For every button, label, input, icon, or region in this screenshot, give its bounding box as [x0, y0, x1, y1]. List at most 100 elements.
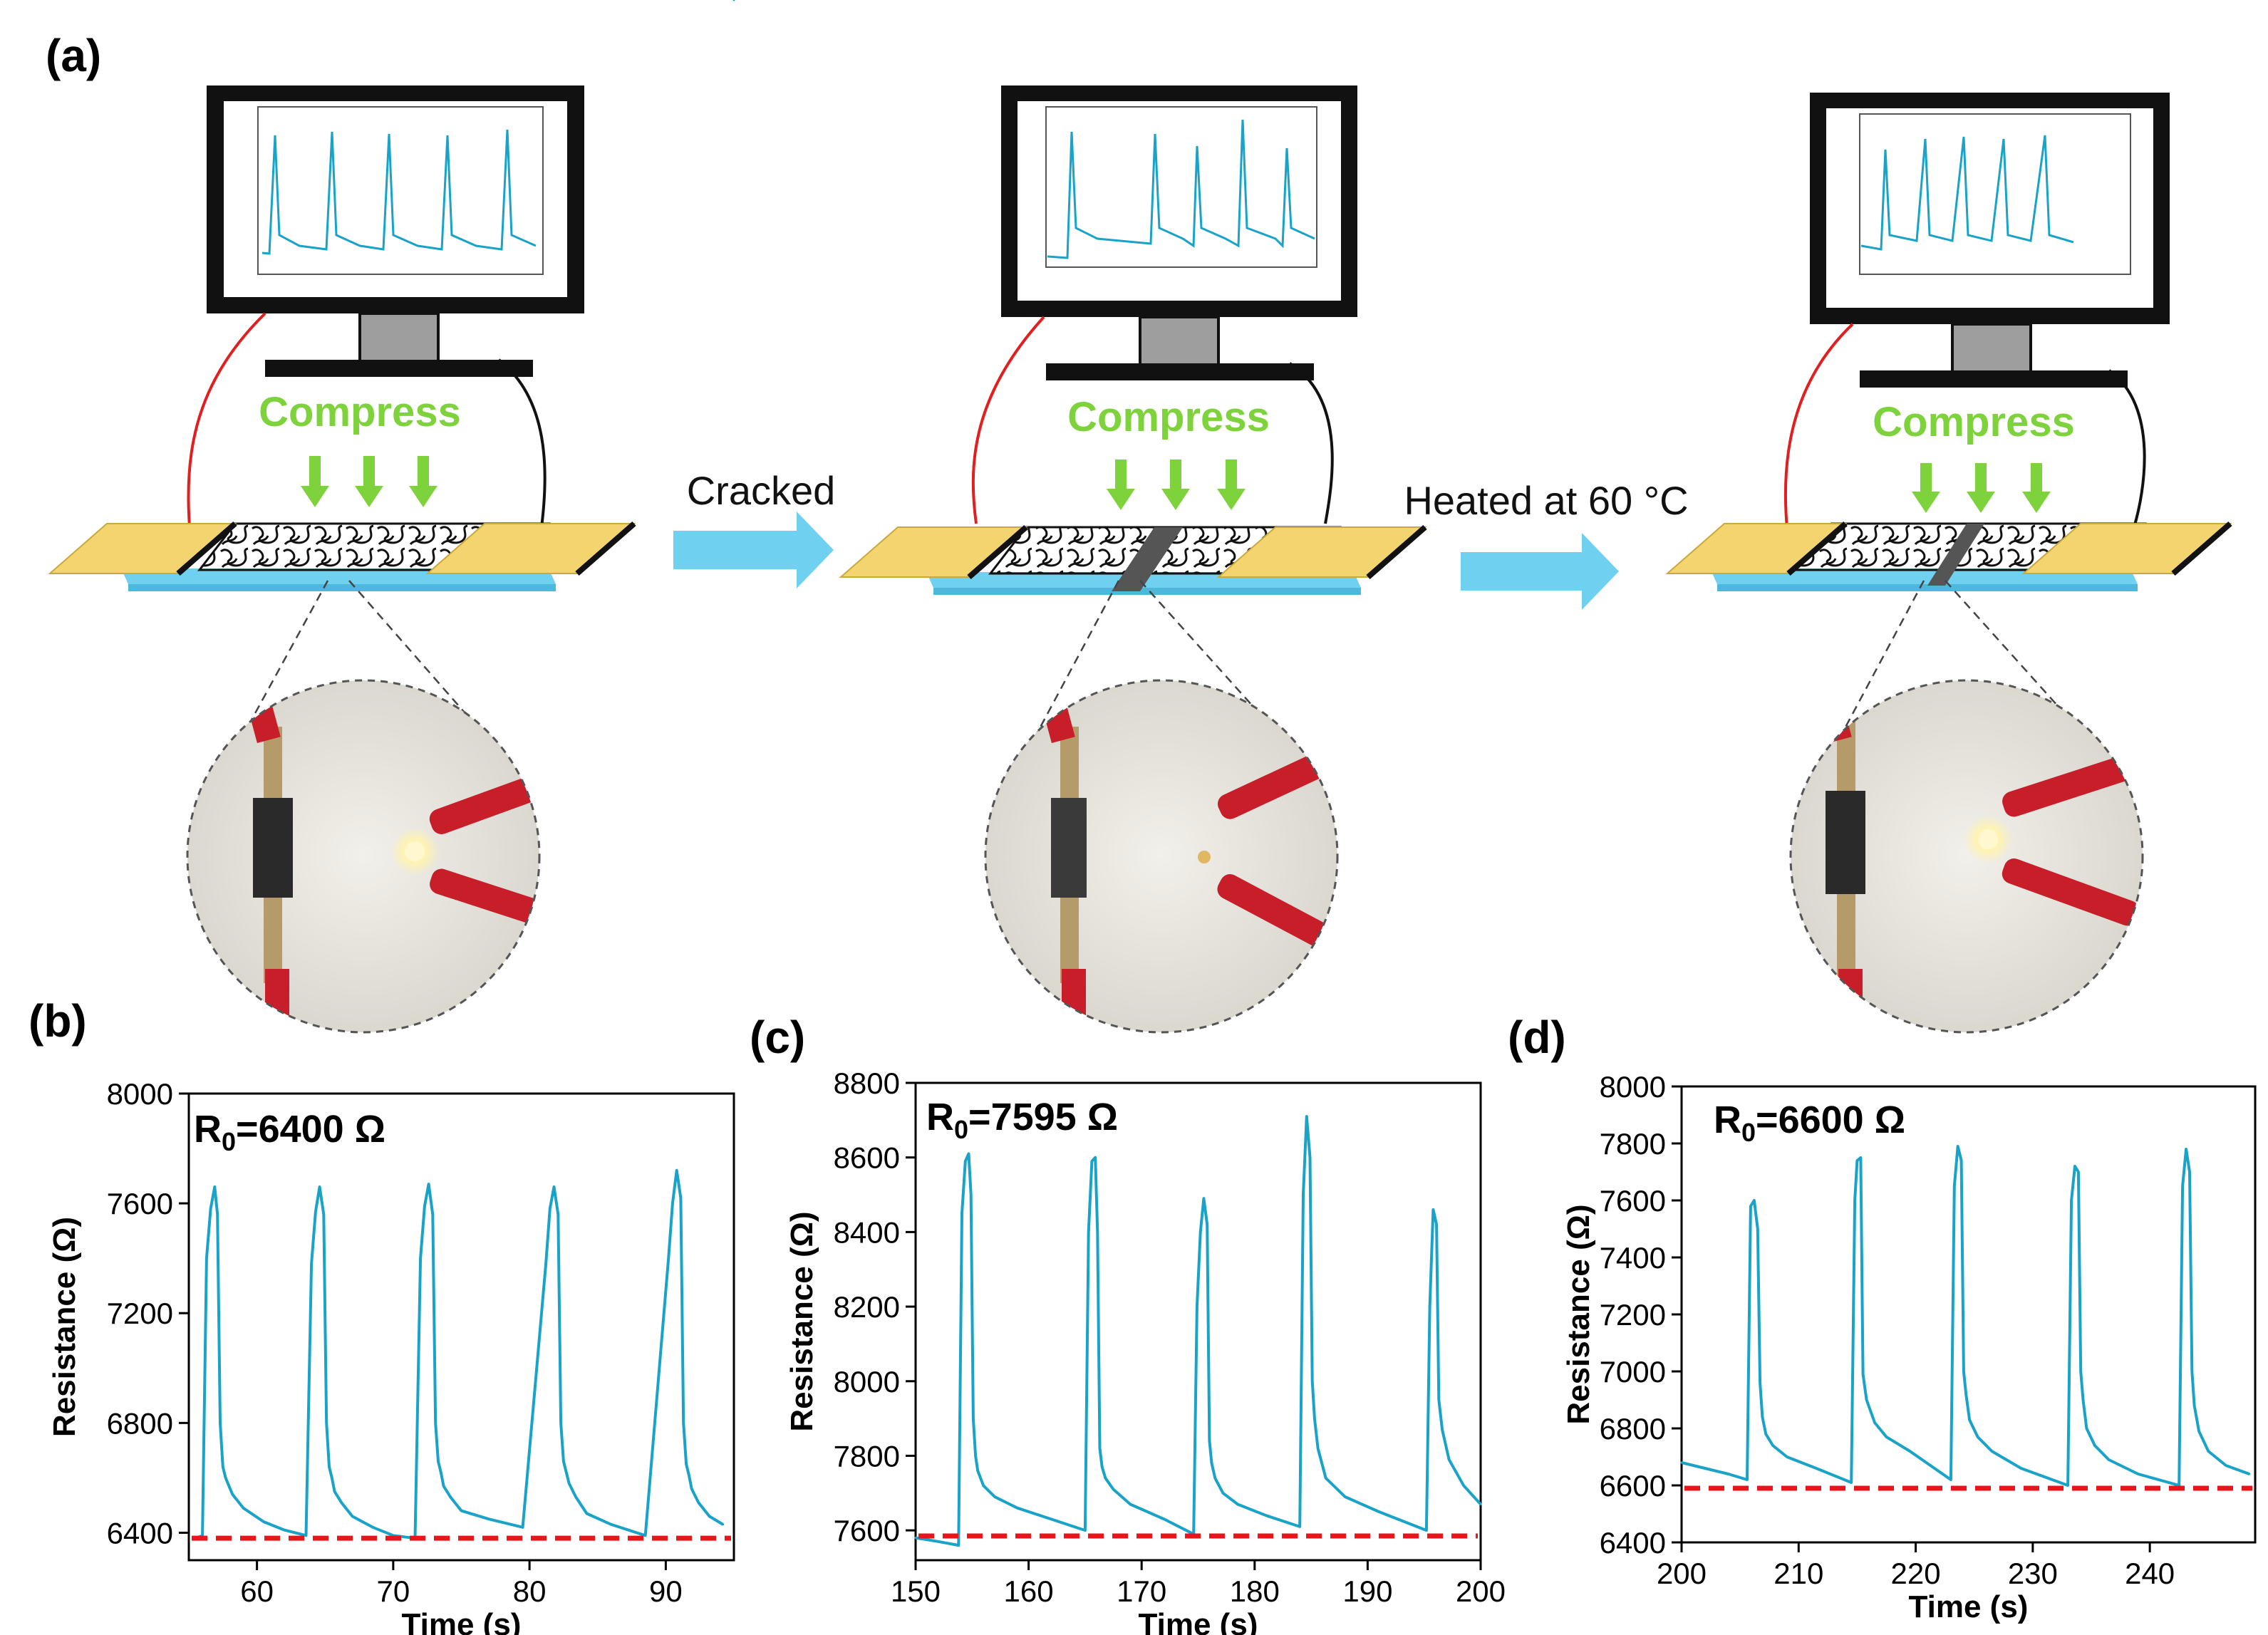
data-point: [442, 1485, 445, 1488]
data-point: [968, 1153, 970, 1155]
data-point: [2248, 1473, 2251, 1475]
data-point: [1344, 1495, 1347, 1498]
data-point: [219, 1421, 222, 1424]
monitor-icon: [207, 85, 584, 377]
data-point: [586, 1512, 588, 1515]
data-point: [1949, 1478, 1952, 1481]
data-point: [644, 1534, 647, 1537]
data-point: [1311, 1380, 1314, 1383]
data-point: [231, 1493, 234, 1495]
data-point: [1862, 1373, 1865, 1376]
data-point: [972, 1417, 975, 1420]
data-point: [449, 1495, 452, 1498]
arrow-label-heated: Heated at 60 °C: [1404, 478, 1688, 523]
data-point: [1096, 1230, 1099, 1233]
data-point: [440, 1471, 442, 1474]
data-point: [1090, 1160, 1093, 1163]
data-point: [667, 1257, 670, 1260]
data-point: [1990, 1450, 1993, 1453]
data-point: [690, 1488, 693, 1490]
data-point: [1704, 1467, 1707, 1470]
data-point: [568, 1482, 571, 1485]
data-point: [682, 1421, 685, 1424]
data-point: [982, 1484, 985, 1487]
data-point: [1964, 1393, 1967, 1396]
y-tick-label: 7000: [1600, 1355, 1666, 1389]
arrow-label-cracked: Cracked: [687, 468, 836, 513]
panel-label-b: (b): [29, 995, 87, 1047]
data-point: [242, 1507, 244, 1510]
y-axis-label: Resistance (Ω): [47, 1217, 82, 1437]
data-point: [679, 1196, 682, 1199]
y-tick-label: 8000: [1600, 1070, 1666, 1104]
y-tick-label: 7600: [107, 1187, 173, 1220]
data-point: [556, 1213, 559, 1215]
data-point: [722, 1523, 725, 1526]
data-point: [1756, 1227, 1759, 1230]
data-point: [1957, 1145, 1959, 1148]
data-point: [1448, 1458, 1451, 1461]
data-point: [1202, 1197, 1205, 1200]
data-point: [1313, 1417, 1316, 1420]
data-point: [1853, 1199, 1856, 1202]
data-point: [562, 1460, 565, 1463]
data-point: [1968, 1418, 1971, 1421]
data-point: [1680, 1461, 1683, 1464]
data-point: [565, 1471, 568, 1474]
data-point: [553, 1185, 555, 1188]
data-point: [222, 1465, 224, 1468]
y-axis-label: Resistance (Ω): [785, 1211, 819, 1431]
data-point: [914, 1537, 917, 1540]
data-point: [1325, 1477, 1327, 1480]
data-point: [2190, 1370, 2193, 1373]
data-point: [1302, 1193, 1305, 1196]
resistance-series-line: [1681, 1145, 2250, 1487]
data-point: [2108, 1458, 2111, 1461]
data-point: [262, 1520, 265, 1523]
data-point: [675, 1169, 678, 1172]
x-tick-label: 200: [1657, 1557, 1707, 1590]
x-tick-label: 190: [1342, 1574, 1392, 1608]
data-point: [1960, 1159, 1963, 1162]
y-tick-label: 8000: [107, 1077, 173, 1111]
chart-b: 6400 6800 7200 7600 8000 60 70 80 90 Time (s) Resi…: [47, 0, 735, 1635]
y-tick-label: 8200: [834, 1290, 900, 1324]
data-point: [2137, 1473, 2140, 1475]
data-point: [1101, 1465, 1104, 1468]
panel-label-a: (a): [46, 30, 101, 81]
data-point: [1764, 1433, 1767, 1436]
data-point: [434, 1421, 437, 1424]
x-tick-label: 200: [1456, 1574, 1506, 1608]
data-point: [305, 1534, 307, 1537]
data-point: [333, 1490, 336, 1493]
process-arrow-cracked: Cracked: [673, 468, 835, 588]
data-point: [1437, 1398, 1440, 1401]
data-point: [340, 1501, 343, 1504]
r0-annotation: R0=6600 Ω: [1714, 1099, 1905, 1147]
data-point: [1104, 1477, 1107, 1480]
data-point: [213, 1185, 216, 1188]
data-point: [2019, 1467, 2022, 1470]
sensor-device: [1665, 521, 2232, 591]
zoom-line: [1035, 580, 1120, 735]
data-point: [1265, 1514, 1268, 1517]
zoom-line: [1945, 580, 2103, 756]
data-point: [1084, 1529, 1087, 1532]
y-tick-label: 7800: [1600, 1127, 1666, 1161]
data-point: [1815, 1467, 1818, 1470]
data-point: [1425, 1529, 1428, 1532]
zoom-line: [1840, 580, 1925, 735]
data-point: [1429, 1305, 1431, 1308]
y-axis-label: Resistance (Ω): [1561, 1204, 1596, 1424]
data-point: [2073, 1165, 2076, 1168]
data-point: [1850, 1481, 1853, 1484]
data-point: [960, 1212, 963, 1215]
data-point: [1236, 1503, 1239, 1505]
data-point: [1873, 1421, 1876, 1424]
data-point: [423, 1205, 426, 1208]
x-axis-label: Time (s): [1909, 1589, 2029, 1624]
data-point: [1431, 1208, 1434, 1211]
data-point: [2207, 1450, 2210, 1453]
data-point: [688, 1474, 690, 1477]
red-wire: [971, 316, 1045, 524]
